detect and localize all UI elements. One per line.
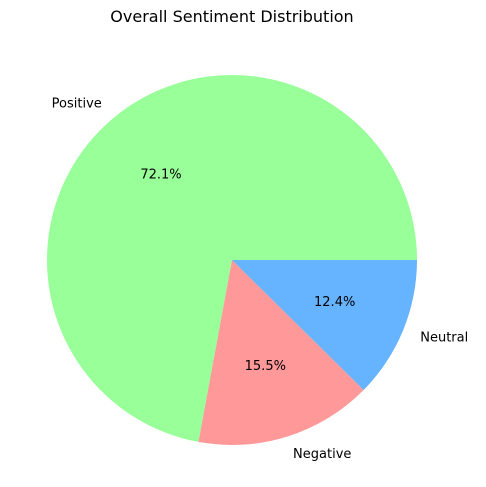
slice-percent-positive: 72.1% — [140, 168, 181, 183]
pie-slice-neutral — [232, 260, 417, 390]
pie-slice-positive — [47, 75, 417, 442]
pie-slices — [47, 75, 417, 445]
pie-slice-negative — [198, 260, 364, 445]
pie-labels: Positive 72.1% Negative 15.5% Neutral 12.4% — [52, 97, 469, 463]
slice-label-negative: Negative — [293, 447, 351, 462]
slice-label-positive: Positive — [52, 97, 102, 112]
slice-percent-neutral: 12.4% — [314, 295, 355, 310]
slice-label-neutral: Neutral — [420, 330, 468, 345]
slice-percent-negative: 15.5% — [245, 359, 286, 374]
chart-title: Overall Sentiment Distribution — [110, 7, 353, 26]
